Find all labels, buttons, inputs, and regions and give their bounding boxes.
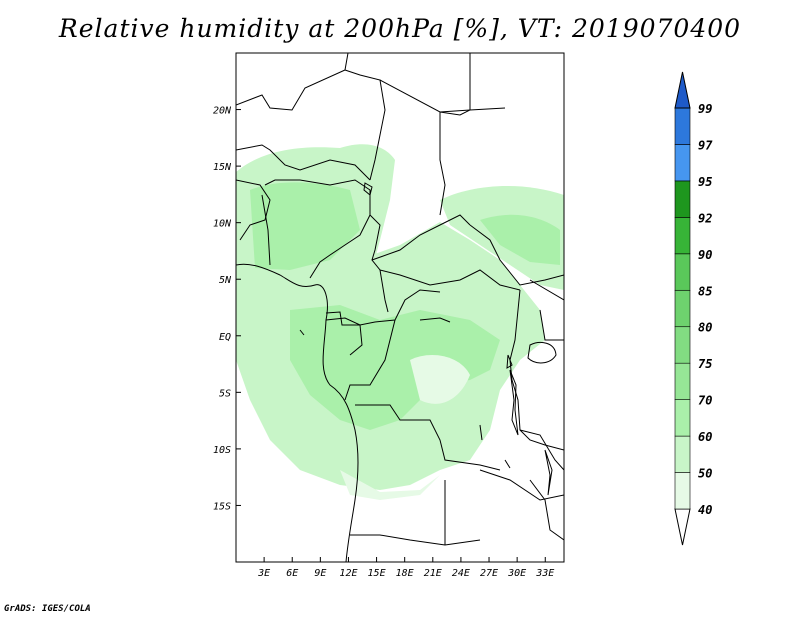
lat-tick-label: 10N	[213, 219, 232, 230]
border-ghana-togo	[261, 194, 271, 266]
longitude-axis: 3E 6E 9E 12E 15E 18E 21E 24E 27E 30E 33E	[257, 557, 554, 579]
humidity-region-east-core	[480, 214, 560, 265]
border-algeria-libya-niger	[236, 53, 349, 111]
map-title: Relative humidity at 200hPa [%], VT: 201…	[58, 14, 742, 43]
border-sudan-south	[469, 224, 564, 286]
colorbar-label: 40	[698, 503, 712, 517]
lake-tanganyika	[509, 369, 519, 436]
colorbar-segment	[674, 472, 691, 510]
lon-tick-label: 6E	[286, 568, 298, 579]
colorbar-label: 85	[698, 284, 712, 298]
colorbar-segment	[674, 217, 691, 255]
border-east-africa	[509, 289, 564, 451]
latitude-axis: 20N 15N 10N 5N EQ 5S 10S 15S	[213, 106, 241, 512]
border-libya-egypt	[439, 53, 471, 116]
humidity-field	[236, 144, 564, 500]
colorbar-segment	[674, 362, 691, 400]
border-mozambique	[529, 479, 564, 541]
lat-tick-label: 15S	[213, 501, 231, 512]
humidity-region-congo-core	[290, 305, 500, 430]
river-segments	[299, 317, 511, 469]
colorbar-segment	[674, 399, 691, 437]
coastline	[236, 263, 359, 562]
colorbar-label: 99	[698, 102, 712, 116]
colorbar-label: 60	[698, 430, 712, 444]
border-drc-angola	[355, 404, 501, 471]
lon-tick-label: 12E	[339, 568, 357, 579]
border-nigeria	[264, 179, 371, 279]
colorbar: 40 50 60 70 75 80 85 90 92 95 97 99	[674, 71, 713, 546]
lat-tick-label: 5S	[219, 388, 231, 399]
border-zambia	[444, 469, 564, 545]
colorbar-label: 80	[698, 321, 712, 335]
colorbar-label: 75	[698, 357, 712, 371]
coastline-boundaries	[236, 53, 564, 562]
border-burkina	[236, 179, 271, 241]
border-chad-car	[371, 214, 471, 261]
humidity-region-west-africa-core	[250, 182, 360, 270]
lon-tick-label: 9E	[314, 568, 326, 579]
colorbar-label: 95	[698, 175, 712, 189]
lat-tick-label: 10S	[213, 445, 231, 456]
colorbar-label: 92	[698, 211, 712, 225]
map-frame	[235, 52, 565, 563]
colorbar-label: 97	[698, 138, 713, 152]
border-gabon	[325, 311, 363, 356]
border-car-congo	[379, 269, 521, 291]
lon-tick-label: 27E	[480, 568, 498, 579]
lat-tick-label: 15N	[213, 162, 232, 173]
colorbar-label: 90	[698, 248, 712, 262]
lon-tick-label: 30E	[507, 568, 526, 579]
lon-tick-label: 33E	[535, 568, 554, 579]
border-uganda-kenya	[529, 279, 564, 341]
lat-tick-label: 5N	[219, 275, 232, 286]
colorbar-top-arrow	[674, 71, 691, 109]
lon-tick-label: 21E	[424, 568, 442, 579]
lake-victoria	[527, 342, 557, 364]
lake-malawi	[544, 449, 553, 496]
border-drc-west	[344, 319, 396, 401]
grads-credit: GrADS: IGES/COLA	[4, 604, 91, 614]
colorbar-segment	[674, 144, 691, 182]
border-libya-sudan	[379, 79, 506, 113]
lon-tick-label: 3E	[257, 568, 270, 579]
colorbar-segment	[674, 253, 691, 291]
lakes	[299, 182, 557, 496]
border-mali-niger	[236, 144, 371, 181]
colorbar-segment	[674, 326, 691, 364]
border-niger-chad	[344, 69, 386, 181]
border-congo-drc	[325, 289, 441, 326]
colorbar-segment	[674, 435, 691, 473]
lake-chad	[363, 182, 373, 196]
border-chad-sudan	[439, 112, 446, 216]
border-tanzania	[519, 429, 564, 471]
colorbar-segment	[674, 107, 691, 145]
border-angola-namibia	[350, 534, 481, 546]
colorbar-bottom-arrow	[674, 508, 691, 546]
colorbar-segment	[674, 180, 691, 218]
colorbar-label: 70	[698, 394, 712, 408]
lat-tick-label: 20N	[213, 106, 232, 117]
lon-tick-label: 24E	[452, 568, 470, 579]
lon-tick-label: 18E	[396, 568, 414, 579]
humidity-region-angola	[340, 470, 440, 500]
colorbar-segment	[674, 289, 691, 328]
lat-tick-label: EQ	[219, 332, 231, 343]
lon-tick-label: 15E	[368, 568, 386, 579]
colorbar-label: 50	[698, 467, 712, 481]
lake-kivu	[506, 354, 513, 369]
humidity-region-congo-light	[410, 355, 470, 404]
